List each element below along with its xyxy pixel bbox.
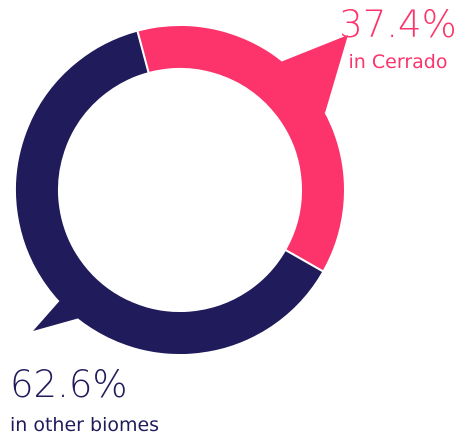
other-biomes-slice <box>14 29 325 356</box>
cerrado-slice <box>136 24 346 273</box>
cerrado-callout-tail <box>278 35 348 113</box>
other-biomes-callout-tail <box>33 280 108 331</box>
cerrado-category-label: in Cerrado <box>349 51 448 73</box>
cerrado-percentage-label: 37.4% <box>339 3 457 46</box>
other-biomes-category-label: in other biomes <box>10 414 159 436</box>
other-biomes-percentage-label: 62.6% <box>10 363 128 406</box>
donut-slices <box>14 24 348 356</box>
